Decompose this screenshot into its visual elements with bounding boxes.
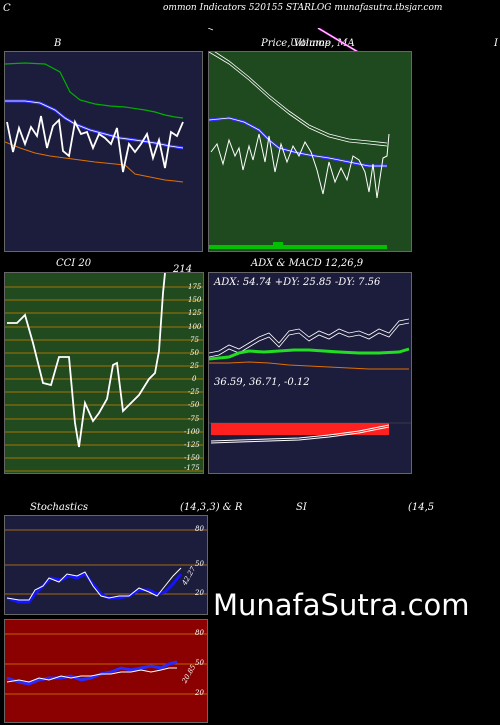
stochastics-k-line xyxy=(6,567,182,601)
volume-bars xyxy=(209,245,387,249)
stochastics-tick: 80 xyxy=(195,525,204,533)
rsi-params-label: (14,5 xyxy=(408,502,435,513)
macd-values-text: 36.59, 36.71, -0.12 xyxy=(214,377,310,388)
price-ma-long-b xyxy=(214,52,388,144)
cci-tick: 0 xyxy=(192,375,197,383)
rsi-tick: 20 xyxy=(195,689,204,697)
price-label: Price, Volume, MA xyxy=(261,38,355,49)
adx-di-plus-line xyxy=(209,318,410,354)
price-ma-blue-a xyxy=(209,116,387,168)
stochastics-params-label: (14,3,3) & R xyxy=(180,502,243,513)
adx-macd-label: ADX & MACD 12,26,9 xyxy=(251,258,364,269)
cci-value-label: 214 xyxy=(173,264,193,275)
right-edge-letter: I xyxy=(494,38,498,49)
cci-panel: 175 150 125 100 75 50 25 0 -25 -50 -75 -… xyxy=(4,272,204,474)
stochastics-tick: 20 xyxy=(195,589,204,597)
cci-tick: 125 xyxy=(188,309,202,317)
stochastics-label: Stochastics xyxy=(30,502,88,513)
cci-tick: 75 xyxy=(190,336,199,344)
cci-tick: -25 xyxy=(188,388,200,396)
adx-values-text: ADX: 54.74 +DY: 25.85 -DY: 7.56 xyxy=(214,277,381,288)
bollinger-label: B xyxy=(54,38,62,49)
bollinger-lower-line xyxy=(5,141,184,183)
rsi-label: SI xyxy=(296,502,307,513)
page-title: ommon Indicators 520155 STARLOG munafasu… xyxy=(163,3,443,13)
cci-chart xyxy=(5,273,203,472)
cci-tick: 150 xyxy=(188,296,202,304)
stochastics-d-line xyxy=(6,572,183,604)
macd-line xyxy=(210,424,390,442)
cci-tick: -175 xyxy=(184,464,200,472)
cci-tick: 50 xyxy=(190,349,199,357)
price-panel xyxy=(208,51,412,252)
cci-tick: -150 xyxy=(184,454,200,462)
macd-chart xyxy=(209,422,411,444)
price-ma-long-a xyxy=(209,52,388,147)
cci-line xyxy=(7,273,166,448)
macd-histogram xyxy=(211,423,389,435)
adx-chart xyxy=(209,318,410,370)
adx-di-minus-line xyxy=(209,361,409,370)
price-ma-blue-b xyxy=(209,117,387,167)
cci-label: CCI 20 xyxy=(56,258,92,269)
rsi-ma-line xyxy=(6,660,178,686)
bollinger-mid-line-b xyxy=(5,100,184,149)
stochastics-panel: 80 50 20 42.27 xyxy=(4,515,208,615)
bollinger-mid-line-a xyxy=(5,99,184,150)
cci-tick: 175 xyxy=(188,283,202,291)
adx-macd-panel: ADX: 54.74 +DY: 25.85 -DY: 7.56 36.59, 3… xyxy=(208,272,412,474)
price-chart xyxy=(209,52,390,249)
bollinger-chart xyxy=(5,62,184,183)
price-label-overlap: Ultimop xyxy=(290,38,331,49)
cci-tick: -50 xyxy=(188,401,200,409)
cci-tick: -75 xyxy=(188,415,200,423)
cci-tick: -125 xyxy=(184,441,200,449)
rsi-chart xyxy=(5,633,207,695)
rsi-line xyxy=(6,667,177,683)
volume-bar-spike xyxy=(273,242,283,249)
cci-tick: 25 xyxy=(190,362,199,370)
watermark: MunafaSutra.com xyxy=(213,588,470,622)
bollinger-upper-line xyxy=(5,62,184,119)
cci-tick: -100 xyxy=(184,428,200,436)
header-left-letter: C xyxy=(3,3,11,14)
adx-line xyxy=(209,347,410,361)
cci-tick: 100 xyxy=(188,323,202,331)
bollinger-panel xyxy=(4,51,203,252)
macd-signal-line xyxy=(210,426,390,444)
stochastics-chart xyxy=(5,529,207,604)
stochastics-tick: 50 xyxy=(195,560,204,568)
price-line xyxy=(210,133,390,199)
rsi-tick: 80 xyxy=(195,629,204,637)
rsi-panel: 80 50 20 20.85 xyxy=(4,619,208,723)
bollinger-price-line xyxy=(6,115,184,173)
rsi-tick: 50 xyxy=(195,659,204,667)
cci-gridlines xyxy=(5,286,203,472)
